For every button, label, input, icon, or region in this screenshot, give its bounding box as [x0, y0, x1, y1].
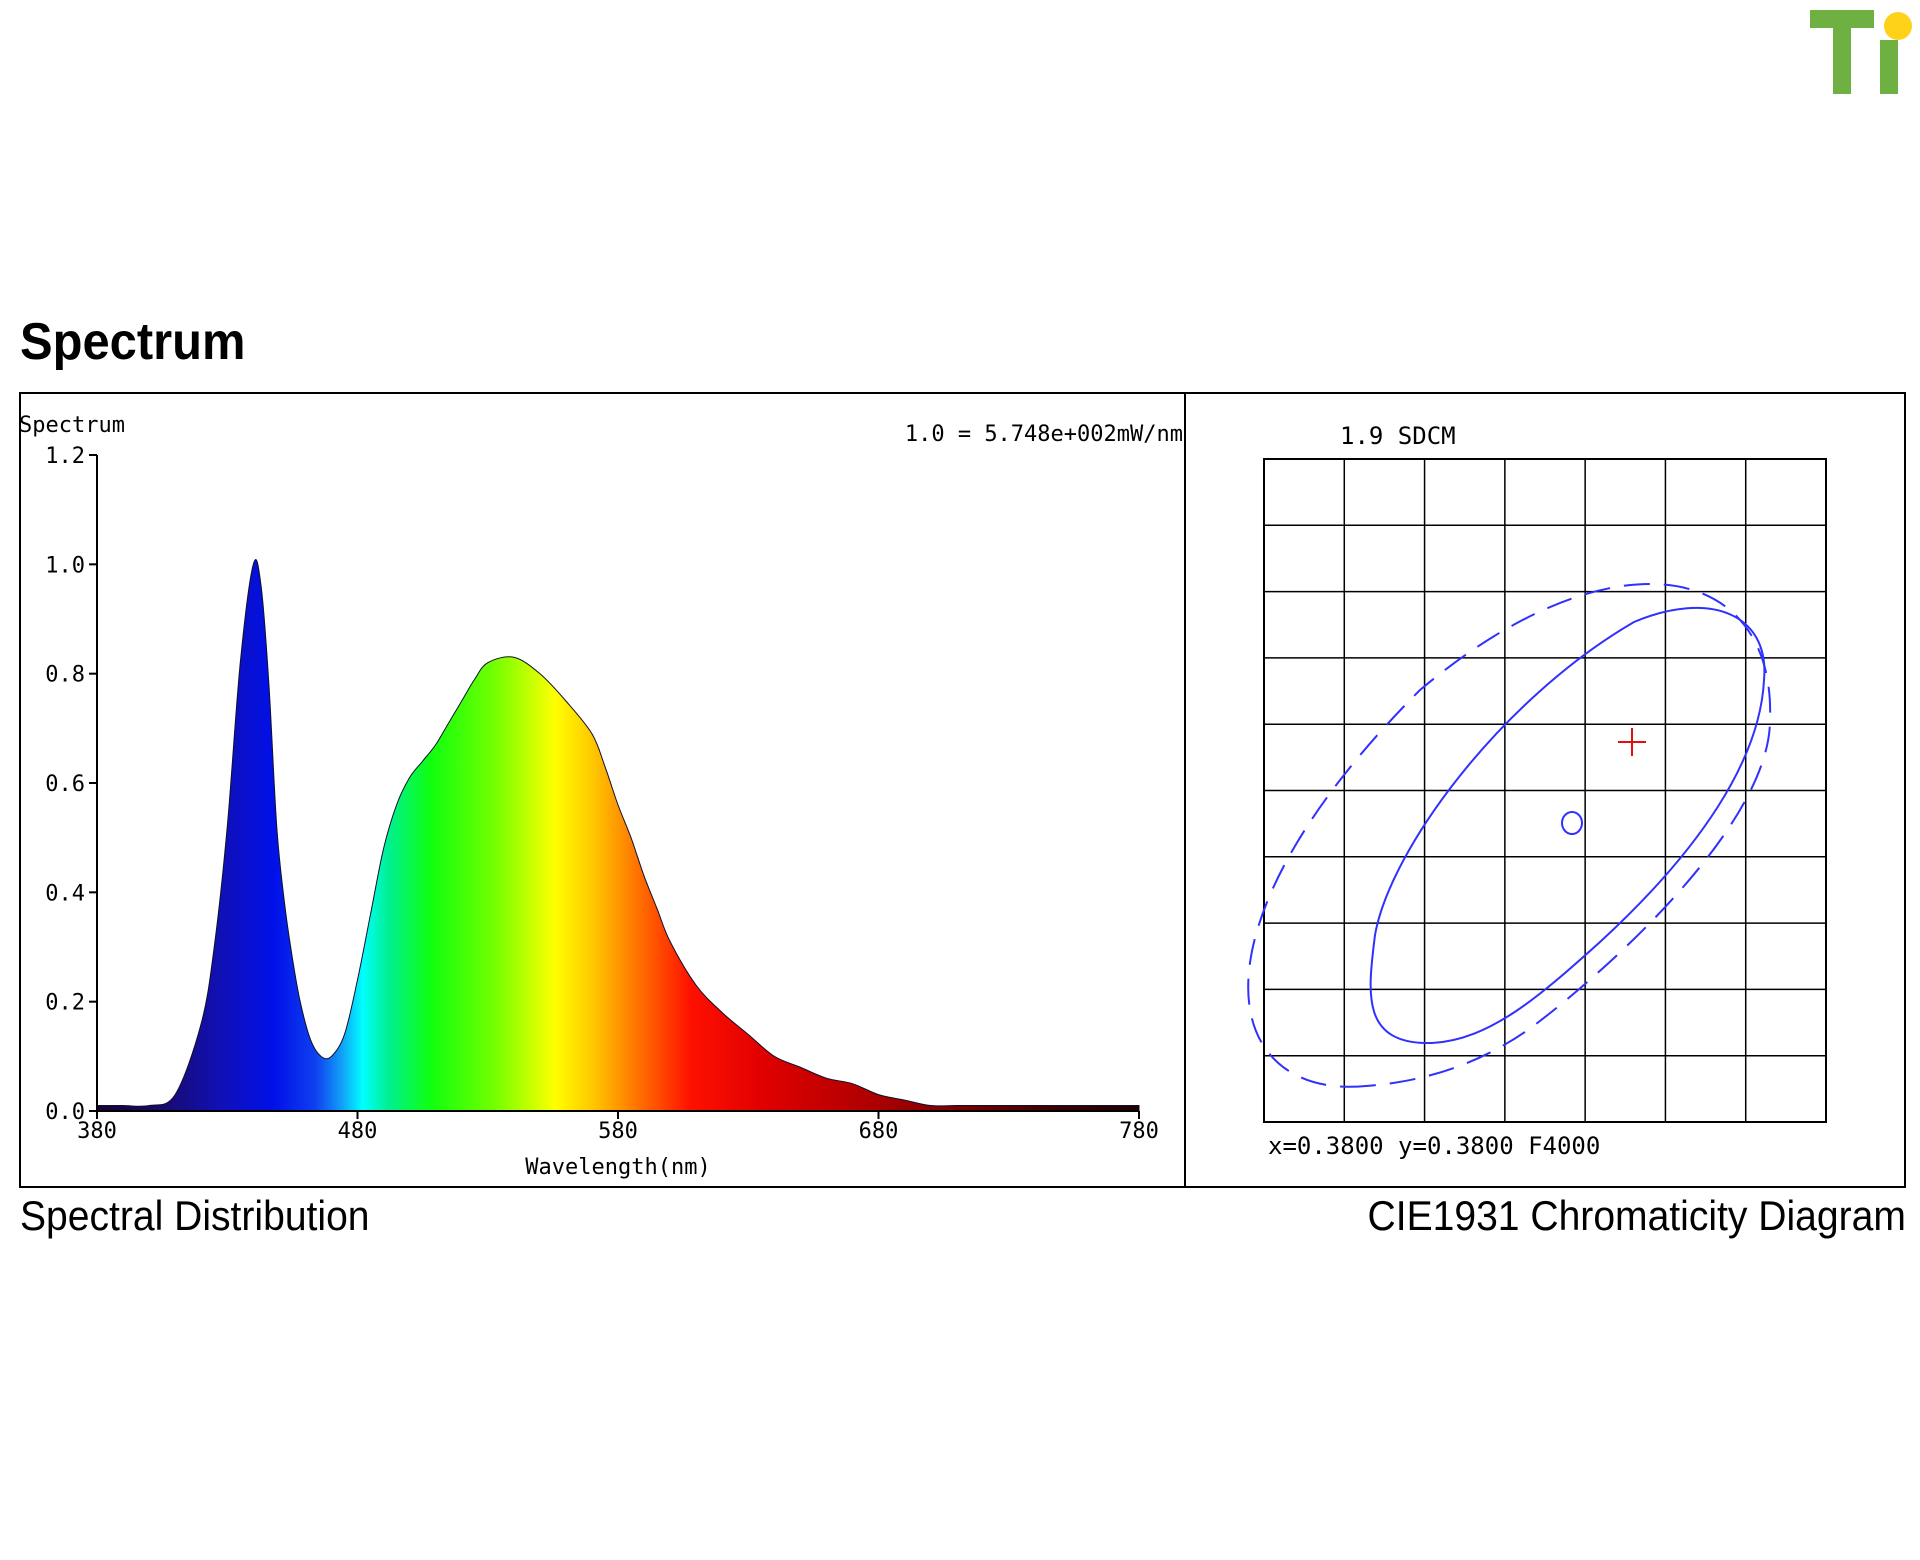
y-tick-label: 0.4	[45, 881, 85, 906]
brand-logo	[1810, 6, 1920, 96]
spectrum-x-axis-label: Wavelength(nm)	[525, 1155, 710, 1180]
chromaticity-diagram-caption: CIE1931 Chromaticity Diagram	[1367, 1192, 1906, 1239]
x-tick-label: 480	[338, 1119, 378, 1144]
x-tick-label: 380	[77, 1119, 117, 1144]
target-center-marker	[1561, 811, 1583, 835]
chromaticity-chart: 1.9 SDCM x=0.3800 y=0.3800 F4000	[1247, 422, 1827, 1160]
section-title: Spectrum	[20, 313, 246, 371]
logo-i-dot	[1884, 12, 1912, 40]
chart-panel-frame	[19, 392, 1906, 1188]
y-tick-label: 0.8	[45, 663, 85, 688]
logo-i-stem	[1880, 40, 1898, 94]
measured-point-marker	[1618, 728, 1646, 756]
y-tick-label: 0.6	[45, 772, 85, 797]
spectrum-chart: Spectrum 1.0 = 5.748e+002mW/nm 0.0 0.2 0.4…	[19, 413, 1183, 1180]
spectrum-chart-title: Spectrum	[19, 413, 125, 438]
y-tick-label: 0.2	[45, 991, 85, 1016]
chromaticity-title: 1.9 SDCM	[1340, 422, 1456, 450]
x-tick-label: 580	[598, 1119, 638, 1144]
spectral-distribution-caption: Spectral Distribution	[20, 1192, 370, 1239]
chart-panel-divider	[1184, 392, 1186, 1188]
x-tick-label: 680	[859, 1119, 899, 1144]
spectrum-scale-annotation: 1.0 = 5.748e+002mW/nm	[905, 422, 1183, 447]
logo-graphic	[1810, 10, 1912, 94]
y-tick-label: 1.2	[45, 444, 85, 469]
logo-t-stem	[1833, 10, 1851, 94]
spectrum-series-area	[96, 559, 1140, 1112]
outer-ellipse	[1247, 583, 1772, 1088]
chromaticity-grid	[1263, 458, 1827, 1123]
spectrum-area-layer	[96, 559, 1140, 1112]
chromaticity-coordinates: x=0.3800 y=0.3800 F4000	[1268, 1132, 1600, 1160]
x-tick-label: 780	[1119, 1119, 1159, 1144]
y-tick-label: 1.0	[45, 553, 85, 578]
spectrum-axes: 0.0 0.2 0.4 0.6 0.8 1.0 1.2 380 480 580 680 780	[45, 444, 1159, 1144]
inner-ellipse	[1369, 607, 1766, 1045]
y-tick-label: 0.0	[45, 1100, 85, 1125]
